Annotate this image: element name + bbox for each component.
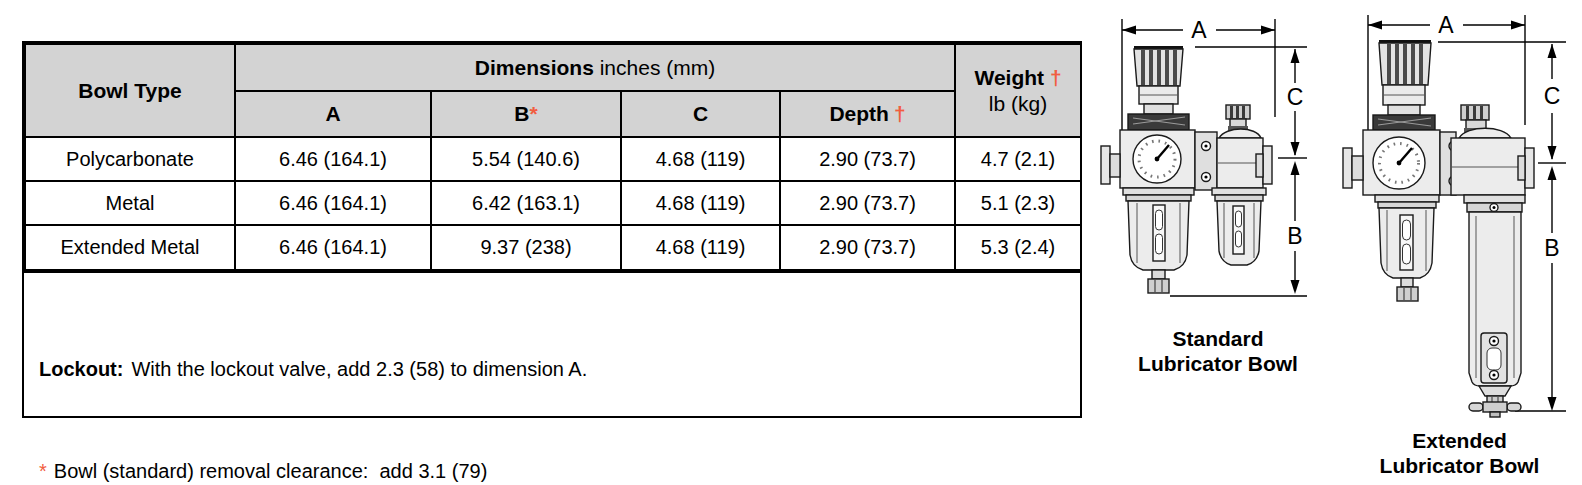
cell-depth: 2.90 (73.7) — [780, 137, 955, 181]
cell-a: 6.46 (164.1) — [235, 137, 431, 181]
left-port-flange — [1343, 148, 1363, 188]
cell-b: 6.42 (163.1) — [431, 181, 621, 225]
filter-bowl — [1375, 195, 1439, 301]
col-header-depth: Depth† — [780, 91, 955, 137]
drain-nut — [1397, 287, 1418, 301]
cell-b: 9.37 (238) — [431, 225, 621, 270]
cell-weight: 4.7 (2.1) — [955, 137, 1081, 181]
cell-depth: 2.90 (73.7) — [780, 181, 955, 225]
table-row: Metal 6.46 (164.1) 6.42 (163.1) 4.68 (11… — [25, 181, 1081, 225]
extended-diagram-caption: Extended Lubricator Bowl — [1335, 428, 1582, 478]
lubricator-bowl-standard — [1212, 188, 1266, 265]
cell-c: 4.68 (119) — [621, 225, 780, 270]
weight-header: Weight † lb (kg) — [955, 44, 1081, 137]
col-header-b: B* — [431, 91, 621, 137]
dimensions-table: Bowl Type Dimensions inches (mm) Weight … — [24, 43, 1082, 271]
extended-lubricator-diagram: A C B — [1333, 5, 1582, 427]
drain-stem — [1152, 270, 1165, 279]
dim-c-label: C — [1544, 83, 1561, 109]
lockout-note: Lockout:With the lockout valve, add 2.3 … — [39, 352, 1065, 386]
lubricator-body — [1451, 128, 1525, 195]
left-port-flange — [1101, 146, 1120, 184]
caption-line: Lubricator Bowl — [1103, 351, 1333, 376]
regulator-knob — [1379, 40, 1431, 85]
frl-unit-drawing — [1343, 40, 1534, 417]
cell-a: 6.46 (164.1) — [235, 181, 431, 225]
drain-stem — [1401, 278, 1413, 287]
cell-c: 4.68 (119) — [621, 181, 780, 225]
dim-a-label: A — [1191, 17, 1207, 43]
dimensions-header: Dimensions inches (mm) — [235, 44, 955, 91]
col-header-a: A — [235, 91, 431, 137]
dim-a-label: A — [1438, 12, 1454, 38]
table-row: Polycarbonate 6.46 (164.1) 5.54 (140.6) … — [25, 137, 1081, 181]
wing-drain — [1469, 386, 1521, 417]
cell-depth: 2.90 (73.7) — [780, 225, 955, 270]
cell-weight: 5.1 (2.3) — [955, 181, 1081, 225]
footnotes: Lockout:With the lockout valve, add 2.3 … — [24, 271, 1080, 485]
frl-unit-drawing — [1101, 46, 1272, 293]
standard-lubricator-diagram: A C B — [1095, 5, 1330, 310]
cell-a: 6.46 (164.1) — [235, 225, 431, 270]
connector-block — [1195, 132, 1217, 190]
caption-line: Lubricator Bowl — [1335, 453, 1582, 478]
dim-b-label: B — [1544, 235, 1559, 261]
lubricator-bowl-extended — [1464, 195, 1525, 417]
dim-c-label: C — [1287, 84, 1304, 110]
filter-bowl — [1123, 188, 1194, 293]
cell-b: 5.54 (140.6) — [431, 137, 621, 181]
cell-c: 4.68 (119) — [621, 137, 780, 181]
cell-bowl-type: Polycarbonate — [25, 137, 235, 181]
pressure-gauge — [1133, 135, 1181, 183]
datasheet-page: Bowl Type Dimensions inches (mm) Weight … — [0, 0, 1582, 485]
cell-bowl-type: Extended Metal — [25, 225, 235, 270]
caption-line: Extended — [1335, 428, 1582, 453]
col-header-c: C — [621, 91, 780, 137]
table-row: Extended Metal 6.46 (164.1) 9.37 (238) 4… — [25, 225, 1081, 270]
dimensions-table-container: Bowl Type Dimensions inches (mm) Weight … — [22, 41, 1082, 418]
cell-weight: 5.3 (2.4) — [955, 225, 1081, 270]
standard-clearance-note: *Bowl (standard) removal clearance: add … — [39, 454, 1065, 485]
pressure-gauge — [1373, 137, 1425, 189]
caption-line: Standard — [1103, 326, 1333, 351]
dim-b-label: B — [1287, 223, 1302, 249]
drain-nut — [1148, 279, 1169, 293]
cell-bowl-type: Metal — [25, 181, 235, 225]
regulator-knob — [1134, 46, 1183, 86]
sight-glass — [1481, 333, 1507, 383]
standard-diagram-caption: Standard Lubricator Bowl — [1103, 326, 1333, 376]
bowl-type-header: Bowl Type — [25, 44, 235, 137]
